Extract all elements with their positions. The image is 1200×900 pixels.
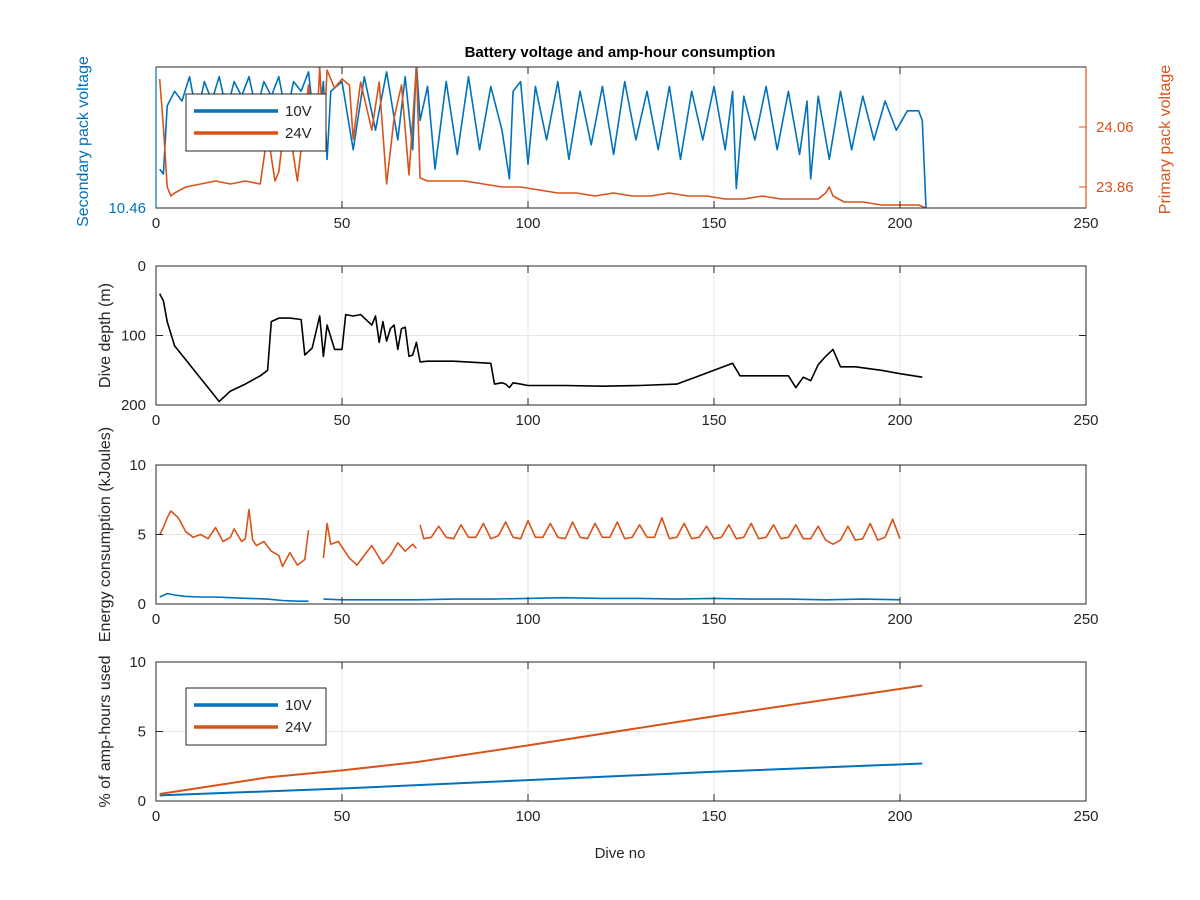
series-line-energy-24v-1	[322, 522, 418, 566]
y-tick-label-left: 10.46	[108, 200, 146, 217]
y-axis: 0 100 200 Dive depth (m)	[97, 258, 1086, 414]
x-tick-label: 250	[1073, 215, 1098, 232]
figure-xlabel: Dive no	[595, 845, 646, 862]
series-group	[159, 684, 923, 797]
x-tick-label: 150	[701, 215, 726, 232]
y-tick-label: 200	[121, 397, 146, 414]
y-tick-label: 10	[129, 457, 146, 474]
y-tick-label: 5	[138, 724, 146, 741]
x-axis: 0 50 100 150 200 250	[152, 465, 1099, 628]
series-line-amphours-24v-0	[159, 684, 923, 795]
y-tick-label-right: 24.06	[1096, 119, 1134, 136]
x-axis: 0 50 100 150 200 250	[152, 67, 1099, 232]
y-axis: 0 5 10 % of amp-hours used	[97, 654, 1086, 810]
y-tick-label: 5	[138, 527, 146, 544]
series-line-energy-10v-0	[159, 592, 309, 603]
y-axis-label-left: Secondary pack voltage	[75, 56, 92, 227]
x-tick-label: 150	[701, 611, 726, 628]
x-tick-label: 0	[152, 808, 160, 825]
x-tick-label: 0	[152, 412, 160, 429]
x-tick-label: 0	[152, 611, 160, 628]
x-tick-label: 150	[701, 412, 726, 429]
legend-label-10v: 10V	[285, 103, 312, 120]
legend-label-10v: 10V	[285, 697, 312, 714]
legend-label-24v: 24V	[285, 719, 312, 736]
x-tick-label: 100	[515, 611, 540, 628]
x-tick-label: 50	[334, 808, 351, 825]
y-axis-label: Dive depth (m)	[97, 283, 114, 388]
series-line-depth-depth-0	[158, 293, 923, 403]
x-tick-label: 50	[334, 412, 351, 429]
y-tick-label: 0	[138, 258, 146, 275]
y-tick-label: 100	[121, 328, 146, 345]
figure-title: Battery voltage and amp-hour consumption	[465, 44, 776, 61]
panel-voltage: 0 50 100 150 200 250 10.46 24.06 23.86 Secondary …	[75, 56, 1174, 232]
x-tick-label: 100	[515, 412, 540, 429]
x-tick-label: 150	[701, 808, 726, 825]
x-tick-label: 200	[887, 808, 912, 825]
series-line-energy-24v-2	[419, 516, 901, 546]
series-group	[158, 508, 901, 603]
x-tick-label: 200	[887, 412, 912, 429]
x-tick-label: 250	[1073, 808, 1098, 825]
legend-box	[185, 93, 327, 152]
y-axis-label: Energy consumption (kJoules)	[97, 427, 114, 642]
y-tick-label: 0	[138, 596, 146, 613]
y-tick-label: 10	[129, 654, 146, 671]
panel-amphours: 0 50 100 150 200 250 0 5 10 % of amp-hours used 10…	[97, 654, 1099, 825]
x-axis: 0 50 100 150 200 250	[152, 266, 1099, 429]
legend-box	[185, 687, 327, 746]
series-line-energy-10v-1	[323, 596, 901, 601]
series-line-energy-24v-0	[158, 508, 310, 568]
x-tick-label: 100	[515, 808, 540, 825]
x-tick-label: 200	[887, 611, 912, 628]
series-group	[158, 293, 923, 403]
y-axis-label: % of amp-hours used	[97, 655, 114, 807]
legend-label-24v: 24V	[285, 125, 312, 142]
x-tick-label: 50	[334, 215, 351, 232]
y-tick-label: 0	[138, 793, 146, 810]
y-axis: 0 5 10 Energy consumption (kJoules)	[97, 427, 1086, 642]
series-line-amphours-10v-0	[159, 762, 923, 797]
x-tick-label: 200	[887, 215, 912, 232]
panel-depth: 0 50 100 150 200 250 0 100 200 Dive depth (m)	[97, 258, 1099, 429]
x-tick-label: 250	[1073, 611, 1098, 628]
x-tick-label: 250	[1073, 412, 1098, 429]
panel-energy: 0 50 100 150 200 250 0 5 10 Energy consumption (k…	[97, 427, 1099, 642]
x-tick-label: 100	[515, 215, 540, 232]
x-tick-label: 50	[334, 611, 351, 628]
x-tick-label: 0	[152, 215, 160, 232]
y-axis-label-right: Primary pack voltage	[1157, 65, 1174, 214]
y-tick-label-right: 23.86	[1096, 179, 1134, 196]
x-axis: 0 50 100 150 200 250	[152, 662, 1099, 825]
y-axis: 10.46 24.06 23.86 Secondary pack voltage Pri…	[75, 56, 1174, 227]
